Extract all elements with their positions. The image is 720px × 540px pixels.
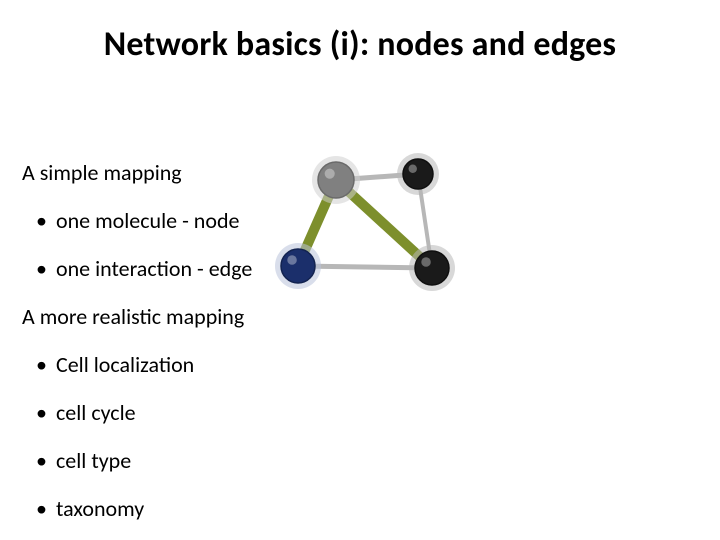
node-n4 xyxy=(415,251,449,285)
node-n2 xyxy=(403,159,433,189)
bullet-cell-cycle: cell cycle xyxy=(22,400,442,426)
bullet-cell-localization: Cell localization xyxy=(22,352,442,378)
bullet-cell-type: cell type xyxy=(22,448,442,474)
node-n1 xyxy=(318,162,354,198)
node-n3 xyxy=(281,249,315,283)
node-highlight-n2 xyxy=(409,165,417,173)
network-diagram xyxy=(260,150,480,330)
slide-title: Network basics (i): nodes and edges xyxy=(0,24,720,65)
node-highlight-n4 xyxy=(421,257,431,267)
bullet-taxonomy: taxonomy xyxy=(22,496,442,522)
node-highlight-n3 xyxy=(287,255,297,265)
node-highlight-n1 xyxy=(325,169,335,179)
